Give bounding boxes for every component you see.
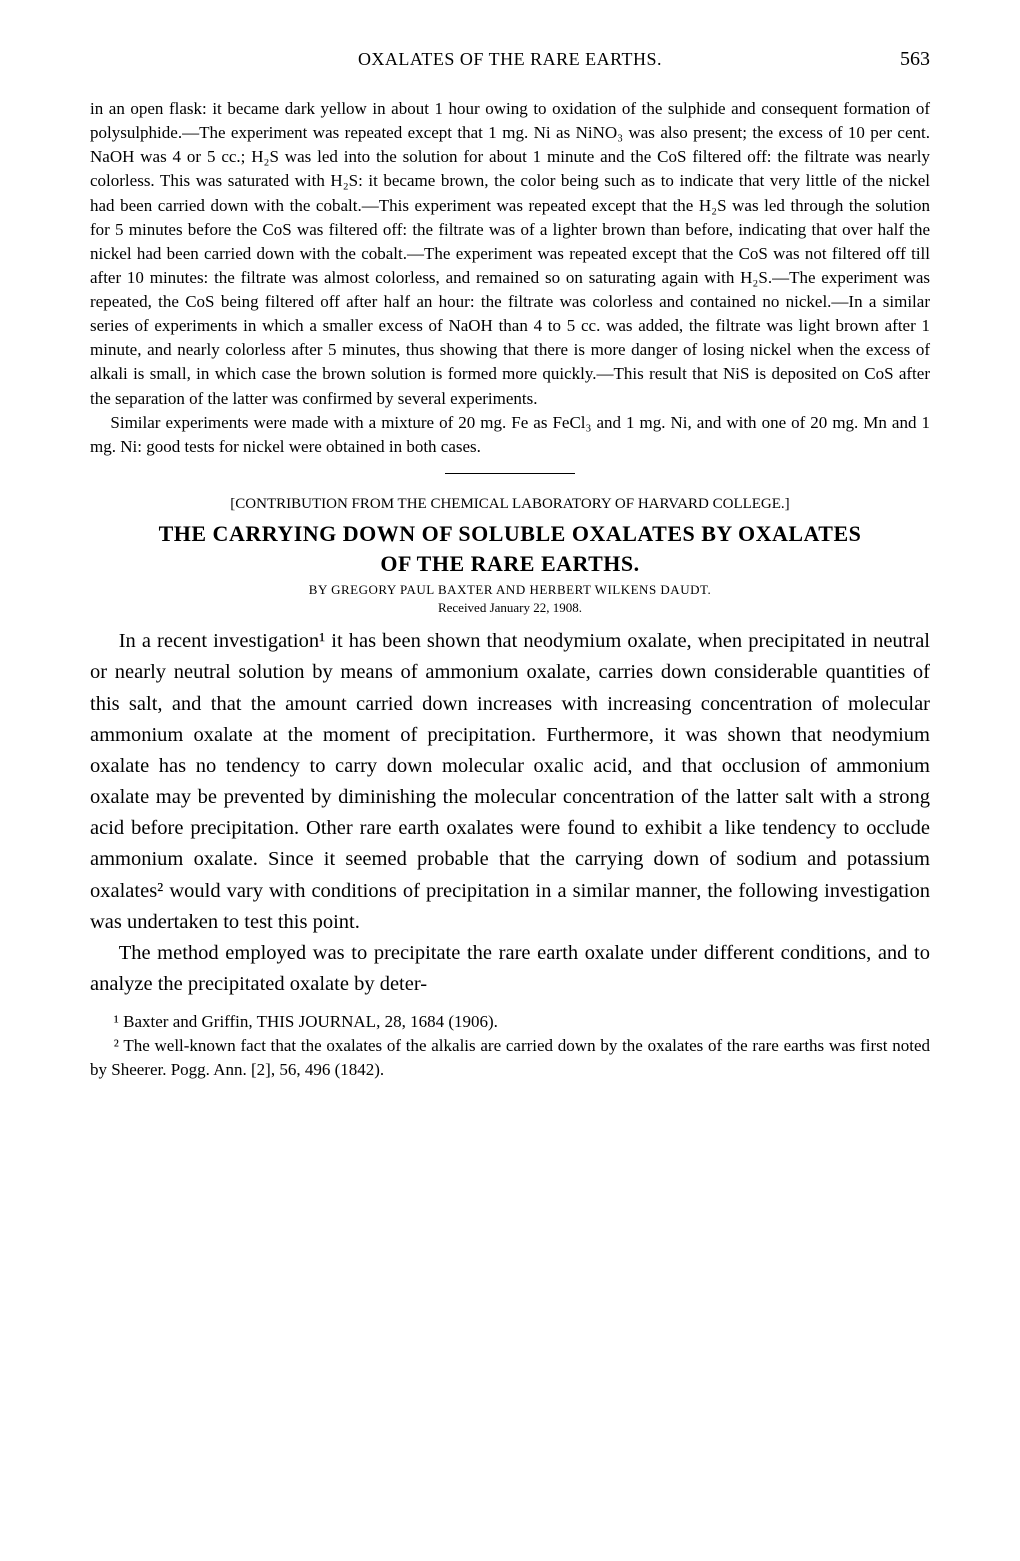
article-title-line-2: OF THE RARE EARTHS. bbox=[380, 551, 639, 576]
upper-paragraph-1: in an open flask: it became dark yellow … bbox=[90, 97, 930, 411]
lower-body-text: In a recent investigation¹ it has been s… bbox=[90, 626, 930, 1000]
contribution-line: [CONTRIBUTION FROM THE CHEMICAL LABORATO… bbox=[90, 496, 930, 513]
article-title: THE CARRYING DOWN OF SOLUBLE OXALATES BY… bbox=[90, 519, 930, 578]
received-date: Received January 22, 1908. bbox=[90, 600, 930, 616]
upper-body-text: in an open flask: it became dark yellow … bbox=[90, 97, 930, 459]
page: OXALATES OF THE RARE EARTHS. 563 in an o… bbox=[0, 0, 1020, 1561]
article-title-line-1: THE CARRYING DOWN OF SOLUBLE OXALATES BY… bbox=[159, 521, 862, 546]
footnote-2: ² The well-known fact that the oxalates … bbox=[90, 1034, 930, 1082]
article-header: [CONTRIBUTION FROM THE CHEMICAL LABORATO… bbox=[90, 496, 930, 616]
byline: BY GREGORY PAUL BAXTER AND HERBERT WILKE… bbox=[90, 582, 930, 598]
footnotes: ¹ Baxter and Griffin, THIS JOURNAL, 28, … bbox=[90, 1010, 930, 1082]
footnote-1: ¹ Baxter and Griffin, THIS JOURNAL, 28, … bbox=[90, 1010, 930, 1034]
running-head-title: OXALATES OF THE RARE EARTHS. bbox=[130, 49, 890, 70]
page-number: 563 bbox=[890, 48, 930, 71]
lower-paragraph-2: The method employed was to precipitate t… bbox=[90, 938, 930, 1000]
upper-paragraph-2: Similar experiments were made with a mix… bbox=[90, 411, 930, 459]
lower-paragraph-1: In a recent investigation¹ it has been s… bbox=[90, 626, 930, 938]
running-head: OXALATES OF THE RARE EARTHS. 563 bbox=[90, 48, 930, 71]
section-divider bbox=[445, 473, 575, 474]
